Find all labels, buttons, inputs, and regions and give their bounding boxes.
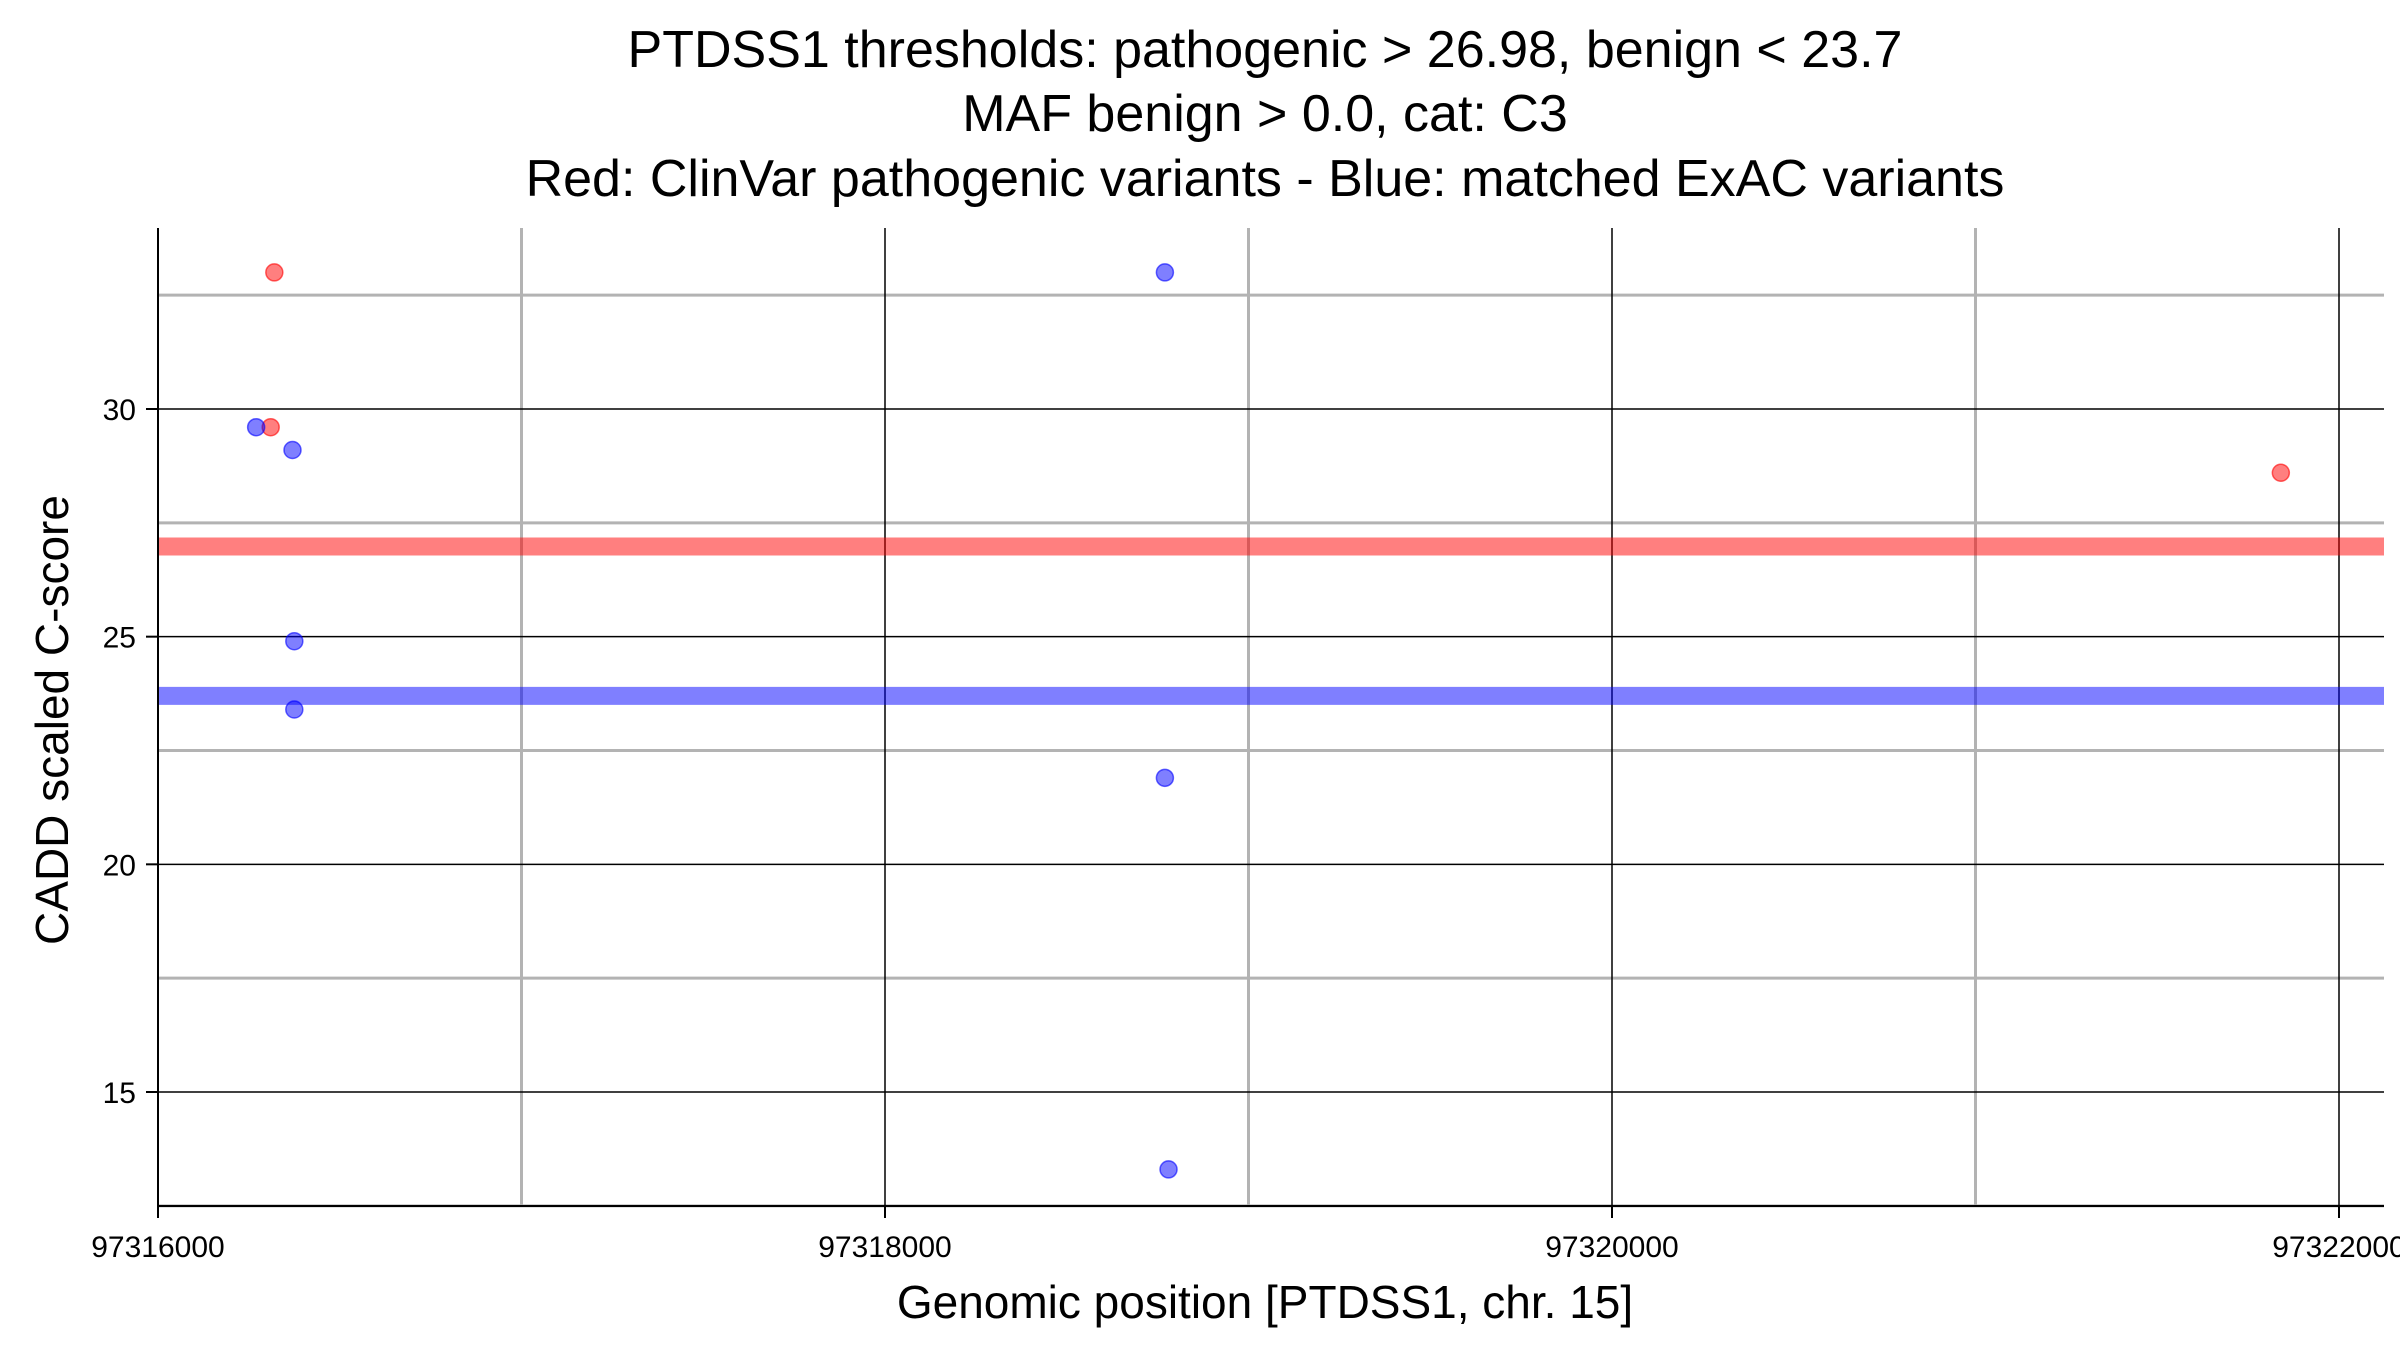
chart-title-line-1: PTDSS1 thresholds: pathogenic > 26.98, b…	[628, 21, 1903, 79]
y-tick-label-3: 30	[103, 394, 136, 427]
x-tick-label-2: 97320000	[1545, 1231, 1678, 1264]
x-tick-label-1: 97318000	[818, 1231, 951, 1264]
point-exac-1	[283, 440, 302, 460]
data-points	[246, 263, 2291, 1179]
point-clinvar-2	[2271, 463, 2291, 482]
point-exac-6	[1159, 1160, 1178, 1179]
y-tick-label-0: 15	[103, 1077, 136, 1110]
y-axis-title: CADD scaled C-score	[26, 495, 78, 945]
point-exac-0	[246, 417, 266, 437]
chart-title-line-2: MAF benign > 0.0, cat: C3	[962, 85, 1568, 143]
y-tick-label-2: 25	[103, 622, 136, 655]
x-tick-label-3: 97322000	[2272, 1231, 2400, 1264]
axes: 15 20 25 30 97316000 97318000 97320000 97322000	[91, 228, 2400, 1264]
point-exac-3	[285, 700, 304, 719]
minor-gridlines	[158, 228, 2384, 1208]
x-axis-title: Genomic position [PTDSS1, chr. 15]	[897, 1276, 1633, 1328]
point-clinvar-0	[265, 263, 284, 282]
point-exac-4	[1155, 263, 1175, 282]
x-tick-label-0: 97316000	[91, 1231, 224, 1264]
major-gridlines	[157, 228, 2384, 1206]
point-exac-2	[285, 631, 304, 651]
threshold-lines	[158, 537, 2384, 705]
y-tick-label-1: 20	[103, 849, 136, 882]
point-exac-5	[1155, 768, 1175, 788]
chart-title-line-3: Red: ClinVar pathogenic variants - Blue:…	[526, 150, 2005, 208]
